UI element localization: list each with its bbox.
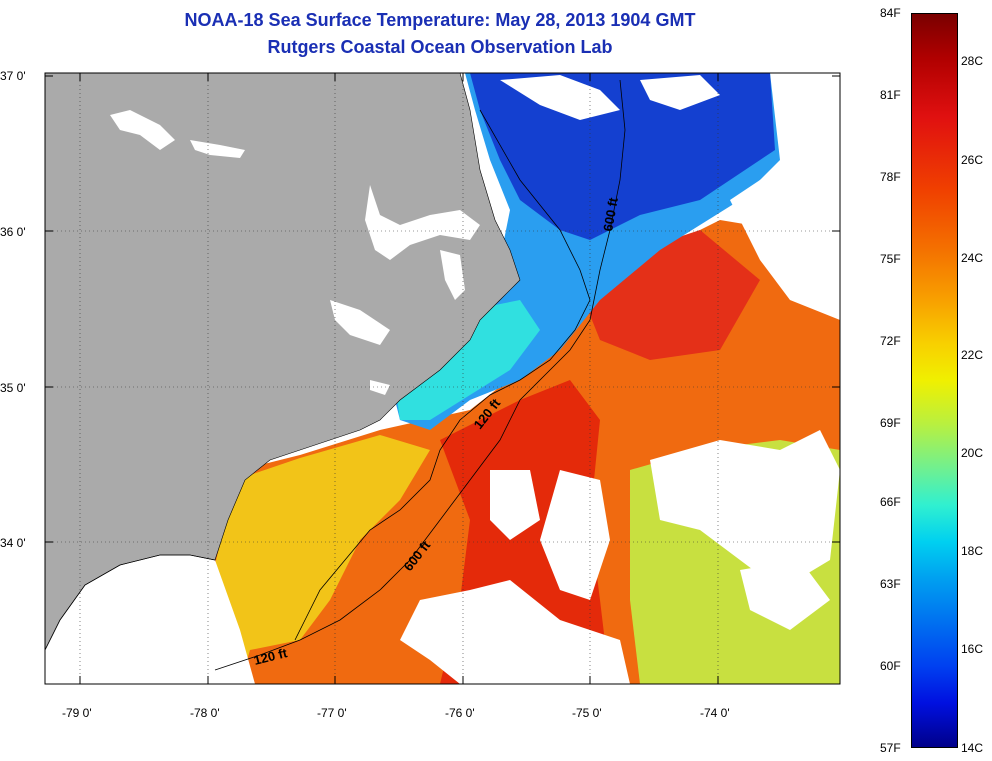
map-frame xyxy=(44,72,841,685)
map-title: NOAA-18 Sea Surface Temperature: May 28,… xyxy=(184,10,696,30)
sst-map: 37 0' 36 0' 35 0' 34 0' -79 0' -78 0' -7… xyxy=(0,69,841,720)
colorbar-c-14: 14C xyxy=(961,741,984,755)
lat-label-37: 37 0' xyxy=(0,69,26,83)
colorbar-c-26: 26C xyxy=(961,153,984,167)
lon-label-74: -74 0' xyxy=(700,706,730,720)
colorbar-f-57: 57F xyxy=(880,741,901,755)
colorbar-c-28: 28C xyxy=(961,54,984,68)
graticule xyxy=(45,73,840,684)
colorbar-f-75: 75F xyxy=(880,252,901,266)
lon-label-77: -77 0' xyxy=(317,706,347,720)
lon-label-75: -75 0' xyxy=(572,706,602,720)
inland-waters xyxy=(110,110,480,395)
coastline-southwest xyxy=(45,554,216,651)
lat-label-36: 36 0' xyxy=(0,225,26,239)
lat-label-35: 35 0' xyxy=(0,381,26,395)
colorbar-f-81: 81F xyxy=(880,88,901,102)
sst-cyan-band xyxy=(390,300,540,420)
map-subtitle: Rutgers Coastal Ocean Observation Lab xyxy=(267,37,613,57)
colorbar-c-16: 16C xyxy=(961,642,984,656)
colorbar-f-69: 69F xyxy=(880,416,901,430)
lon-label-76: -76 0' xyxy=(445,706,475,720)
lon-label-78: -78 0' xyxy=(190,706,220,720)
axis-ticks xyxy=(45,73,840,684)
temperature-colorbar xyxy=(911,13,958,748)
isobath-120ft xyxy=(294,109,591,641)
isobath-label-600ft-north: 600 ft xyxy=(600,196,621,233)
colorbar-f-78: 78F xyxy=(880,170,901,184)
cloud-cover xyxy=(400,75,840,684)
no-data-southwest xyxy=(45,555,255,684)
colorbar-f-63: 63F xyxy=(880,577,901,591)
colorbar-c-24: 24C xyxy=(961,251,984,265)
colorbar-f-66: 66F xyxy=(880,495,901,509)
sst-yellow-nearshore xyxy=(215,435,430,684)
colorbar-c-20: 20C xyxy=(961,446,984,460)
lon-label-79: -79 0' xyxy=(62,706,92,720)
isobath-600ft xyxy=(214,79,626,671)
colorbar-f-60: 60F xyxy=(880,659,901,673)
colorbar-f-72: 72F xyxy=(880,334,901,348)
colorbar-f-84: 84F xyxy=(880,6,901,20)
colorbar-c-18: 18C xyxy=(961,544,984,558)
colorbar-c-22: 22C xyxy=(961,348,984,362)
lat-label-34: 34 0' xyxy=(0,536,26,550)
